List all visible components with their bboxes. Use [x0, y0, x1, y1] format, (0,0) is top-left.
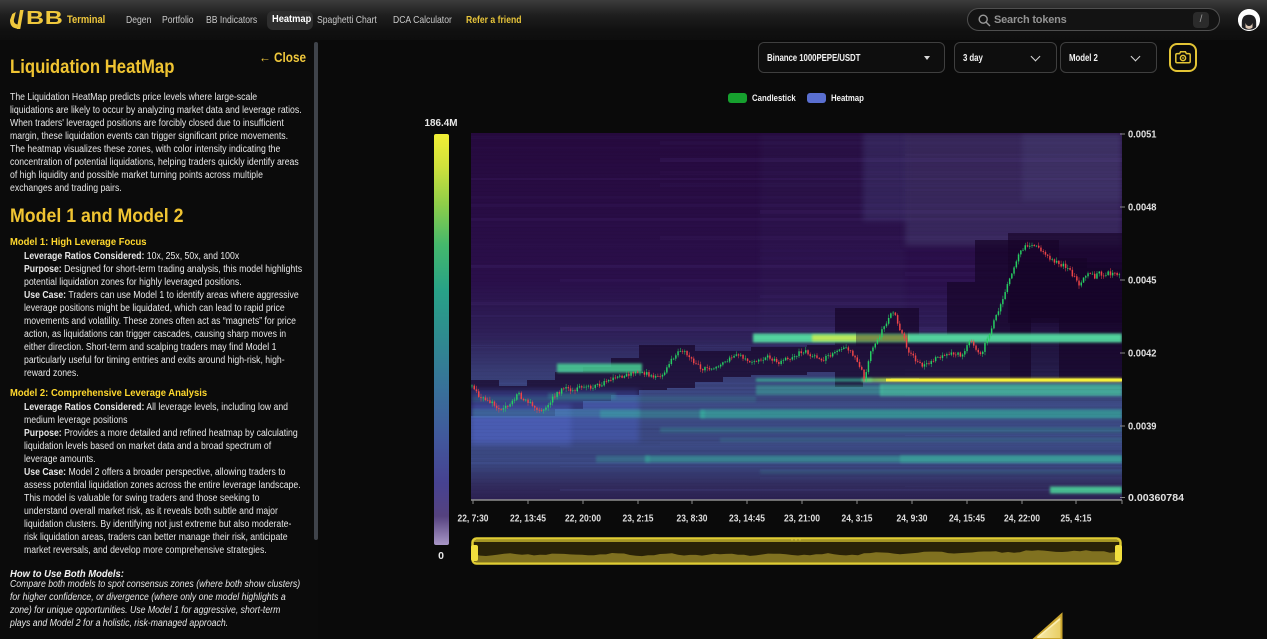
svg-text:23, 8:30: 23, 8:30: [677, 514, 708, 525]
svg-text:0: 0: [438, 550, 444, 562]
svg-text:186.4M: 186.4M: [425, 117, 458, 129]
svg-text:22, 20:00: 22, 20:00: [565, 514, 601, 525]
svg-text:23, 2:15: 23, 2:15: [623, 514, 654, 525]
svg-text:24, 22:00: 24, 22:00: [1004, 514, 1040, 525]
svg-text:24, 15:45: 24, 15:45: [949, 514, 985, 525]
svg-text:24, 3:15: 24, 3:15: [842, 514, 873, 525]
svg-text:22, 13:45: 22, 13:45: [510, 514, 546, 525]
svg-text:25, 4:15: 25, 4:15: [1061, 514, 1092, 525]
svg-text:23, 14:45: 23, 14:45: [729, 514, 765, 525]
svg-text:24, 9:30: 24, 9:30: [897, 514, 928, 525]
svg-text:23, 21:00: 23, 21:00: [784, 514, 820, 525]
svg-text:0.0045: 0.0045: [1128, 276, 1157, 287]
svg-text:0.00360784: 0.00360784: [1128, 493, 1184, 504]
svg-text:0.0042: 0.0042: [1128, 349, 1157, 360]
svg-text:0.0039: 0.0039: [1128, 422, 1157, 433]
svg-text:0.0048: 0.0048: [1128, 203, 1157, 214]
svg-text:0.0051: 0.0051: [1128, 130, 1157, 141]
svg-text:22, 7:30: 22, 7:30: [458, 514, 489, 525]
